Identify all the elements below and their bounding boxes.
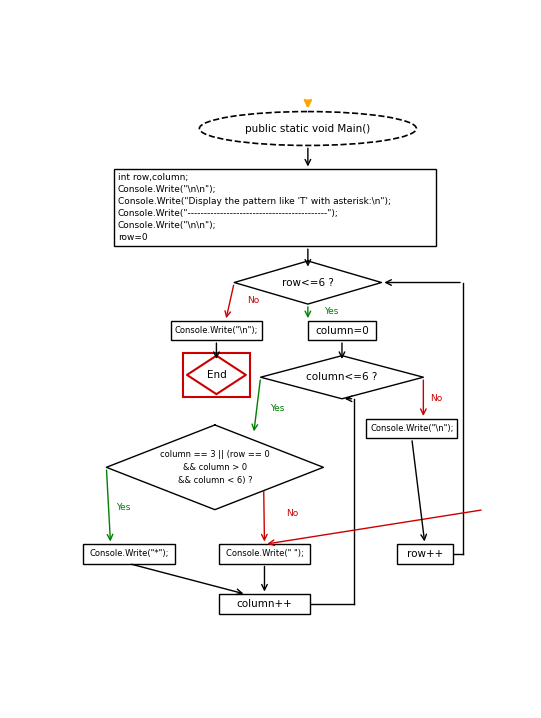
FancyBboxPatch shape [183,353,250,397]
Text: Console.Write(" ");: Console.Write(" "); [226,549,304,559]
FancyBboxPatch shape [219,544,310,564]
FancyBboxPatch shape [308,321,376,340]
Text: No: No [286,509,299,518]
Text: No: No [247,296,260,304]
Polygon shape [234,261,381,304]
Text: Console.Write("\n");: Console.Write("\n"); [175,326,258,335]
Text: Console.Write("\n");: Console.Write("\n"); [370,424,453,433]
Polygon shape [261,355,424,398]
FancyBboxPatch shape [366,419,458,438]
FancyBboxPatch shape [83,544,175,564]
Text: column=0: column=0 [315,326,369,335]
Text: Console.Write("Display the pattern like 'T' with asterisk:\n");: Console.Write("Display the pattern like … [118,197,391,206]
Text: No: No [431,393,443,403]
FancyBboxPatch shape [219,595,310,614]
Text: Yes: Yes [269,404,284,413]
Text: && column > 0: && column > 0 [183,463,247,472]
Text: && column < 6) ?: && column < 6) ? [177,475,252,485]
FancyBboxPatch shape [397,544,453,564]
FancyBboxPatch shape [171,321,262,340]
Text: public static void Main(): public static void Main() [245,123,371,134]
FancyBboxPatch shape [114,169,436,246]
Text: End: End [207,370,226,380]
Ellipse shape [200,111,417,146]
Text: column<=6 ?: column<=6 ? [306,372,378,382]
Text: Console.Write("\n\n");: Console.Write("\n\n"); [118,185,216,195]
Polygon shape [187,355,246,394]
Text: Console.Write("*");: Console.Write("*"); [89,549,169,559]
Text: row++: row++ [407,549,443,559]
Text: Console.Write("\n\n");: Console.Write("\n\n"); [118,221,216,230]
Text: column == 3 || (row == 0: column == 3 || (row == 0 [160,450,270,459]
Polygon shape [107,425,324,510]
Text: Console.Write("-------------------------------------------");: Console.Write("-------------------------… [118,210,339,218]
Text: row=0: row=0 [118,233,148,243]
Text: column++: column++ [236,599,292,609]
Text: Yes: Yes [116,503,130,512]
Text: int row,column;: int row,column; [118,173,188,182]
Text: row<=6 ?: row<=6 ? [282,278,334,287]
Text: Yes: Yes [324,307,338,315]
